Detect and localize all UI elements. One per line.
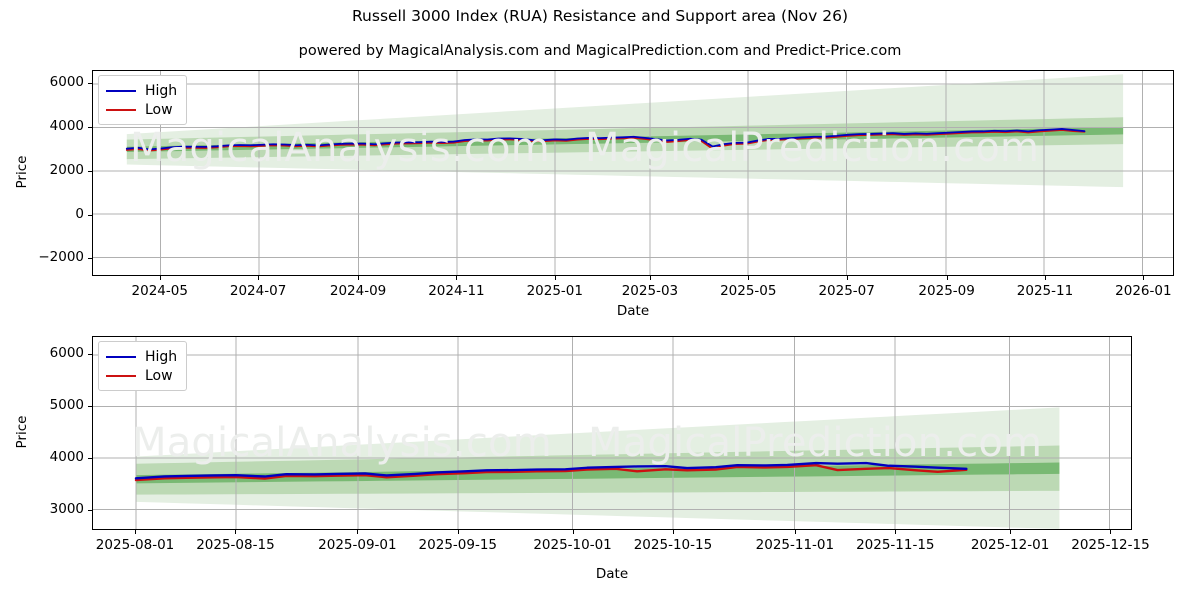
- x-tick-label: 2025-11: [1016, 283, 1074, 299]
- x-tick-label: 2025-03: [621, 283, 679, 299]
- y-tick-mark: [88, 214, 92, 216]
- top-chart-panel: [92, 70, 1174, 276]
- x-tick-mark: [1010, 530, 1012, 534]
- y-tick-label: 0: [75, 205, 84, 222]
- y-tick-mark: [88, 258, 92, 260]
- x-tick-mark: [895, 530, 897, 534]
- x-tick-label: 2025-11-15: [856, 537, 935, 553]
- x-tick-mark: [1110, 530, 1112, 534]
- legend-item-high[interactable]: High: [106, 81, 177, 100]
- bottom-chart-legend: High Low: [98, 341, 188, 391]
- x-tick-label: 2025-10-15: [633, 537, 713, 553]
- x-tick-mark: [358, 276, 360, 280]
- y-tick-label: 6000: [49, 345, 84, 362]
- y-tick-label: 6000: [49, 74, 84, 91]
- x-tick-mark: [457, 530, 459, 534]
- x-tick-mark: [846, 276, 848, 280]
- x-tick-label: 2026-01: [1115, 283, 1172, 299]
- x-tick-label: 2025-08-15: [196, 537, 275, 553]
- x-tick-mark: [554, 276, 556, 280]
- bottom-chart-panel: [92, 336, 1132, 530]
- x-tick-label: 2025-09: [918, 283, 975, 299]
- x-tick-label: 2024-09: [329, 283, 387, 299]
- x-tick-mark: [649, 276, 651, 280]
- y-axis-label: Price: [14, 415, 30, 449]
- x-tick-mark: [672, 530, 674, 534]
- x-tick-label: 2025-09-01: [318, 537, 397, 553]
- legend-item-low[interactable]: Low: [106, 100, 177, 119]
- series-line-high: [125, 128, 1086, 151]
- series-line-low: [125, 129, 1086, 152]
- x-tick-mark: [1143, 276, 1145, 280]
- page-subtitle: powered by MagicalAnalysis.com and Magic…: [298, 43, 902, 59]
- y-tick-mark: [88, 458, 92, 460]
- series-line-low: [134, 463, 968, 482]
- y-axis-label: Price: [14, 155, 30, 189]
- legend-swatch-high: [106, 89, 136, 92]
- x-tick-mark: [1044, 276, 1046, 280]
- y-tick-label: 3000: [49, 501, 84, 518]
- legend-label: High: [145, 348, 178, 365]
- legend-item-low[interactable]: Low: [106, 366, 177, 385]
- top-plot-area: [92, 70, 1174, 276]
- top-chart-legend: High Low: [98, 75, 188, 125]
- y-tick-label: 4000: [49, 117, 84, 134]
- x-tick-label: 2025-08-01: [95, 537, 175, 553]
- x-tick-mark: [946, 276, 948, 280]
- legend-swatch-low: [106, 374, 136, 377]
- y-tick-label: 2000: [49, 161, 84, 178]
- x-tick-label: 2025-01: [526, 283, 583, 299]
- legend-swatch-high: [106, 355, 136, 358]
- y-tick-mark: [88, 126, 92, 128]
- x-tick-label: 2025-12-15: [1071, 537, 1150, 553]
- x-axis-label: Date: [616, 303, 650, 319]
- y-tick-label: 4000: [49, 449, 84, 466]
- x-tick-label: 2024-11: [428, 283, 485, 299]
- legend-swatch-low: [106, 108, 136, 111]
- x-tick-mark: [258, 276, 260, 280]
- x-tick-mark: [235, 530, 237, 534]
- x-tick-label: 2025-11-01: [755, 537, 835, 553]
- legend-item-high[interactable]: High: [106, 347, 177, 366]
- x-tick-mark: [456, 276, 458, 280]
- x-tick-mark: [357, 530, 359, 534]
- x-tick-mark: [572, 530, 574, 534]
- x-tick-mark: [159, 276, 161, 280]
- y-tick-mark: [88, 83, 92, 85]
- bottom-chart-canvas: [93, 337, 1131, 529]
- y-tick-mark: [88, 170, 92, 172]
- legend-label: High: [145, 82, 178, 99]
- page-title: Russell 3000 Index (RUA) Resistance and …: [351, 7, 849, 25]
- x-tick-label: 2024-07: [229, 283, 287, 299]
- x-tick-mark: [135, 530, 137, 534]
- x-tick-label: 2025-07: [818, 283, 875, 299]
- x-tick-mark: [794, 530, 796, 534]
- bottom-plot-area: [92, 336, 1132, 530]
- y-tick-mark: [88, 406, 92, 408]
- y-tick-label: 5000: [49, 397, 84, 414]
- x-tick-label: 2024-05: [131, 283, 188, 299]
- x-tick-label: 2025-12-01: [970, 537, 1050, 553]
- y-tick-mark: [88, 354, 92, 356]
- top-chart-canvas: [93, 71, 1173, 275]
- x-tick-mark: [748, 276, 750, 280]
- legend-label: Low: [145, 367, 173, 384]
- series-line-high: [134, 461, 968, 480]
- x-tick-label: 2025-05: [720, 283, 777, 299]
- y-tick-mark: [88, 510, 92, 512]
- x-axis-label: Date: [595, 566, 629, 582]
- y-tick-label: −2000: [38, 249, 84, 266]
- x-tick-label: 2025-09-15: [418, 537, 498, 553]
- legend-label: Low: [145, 101, 173, 118]
- x-tick-label: 2025-10-01: [533, 537, 612, 553]
